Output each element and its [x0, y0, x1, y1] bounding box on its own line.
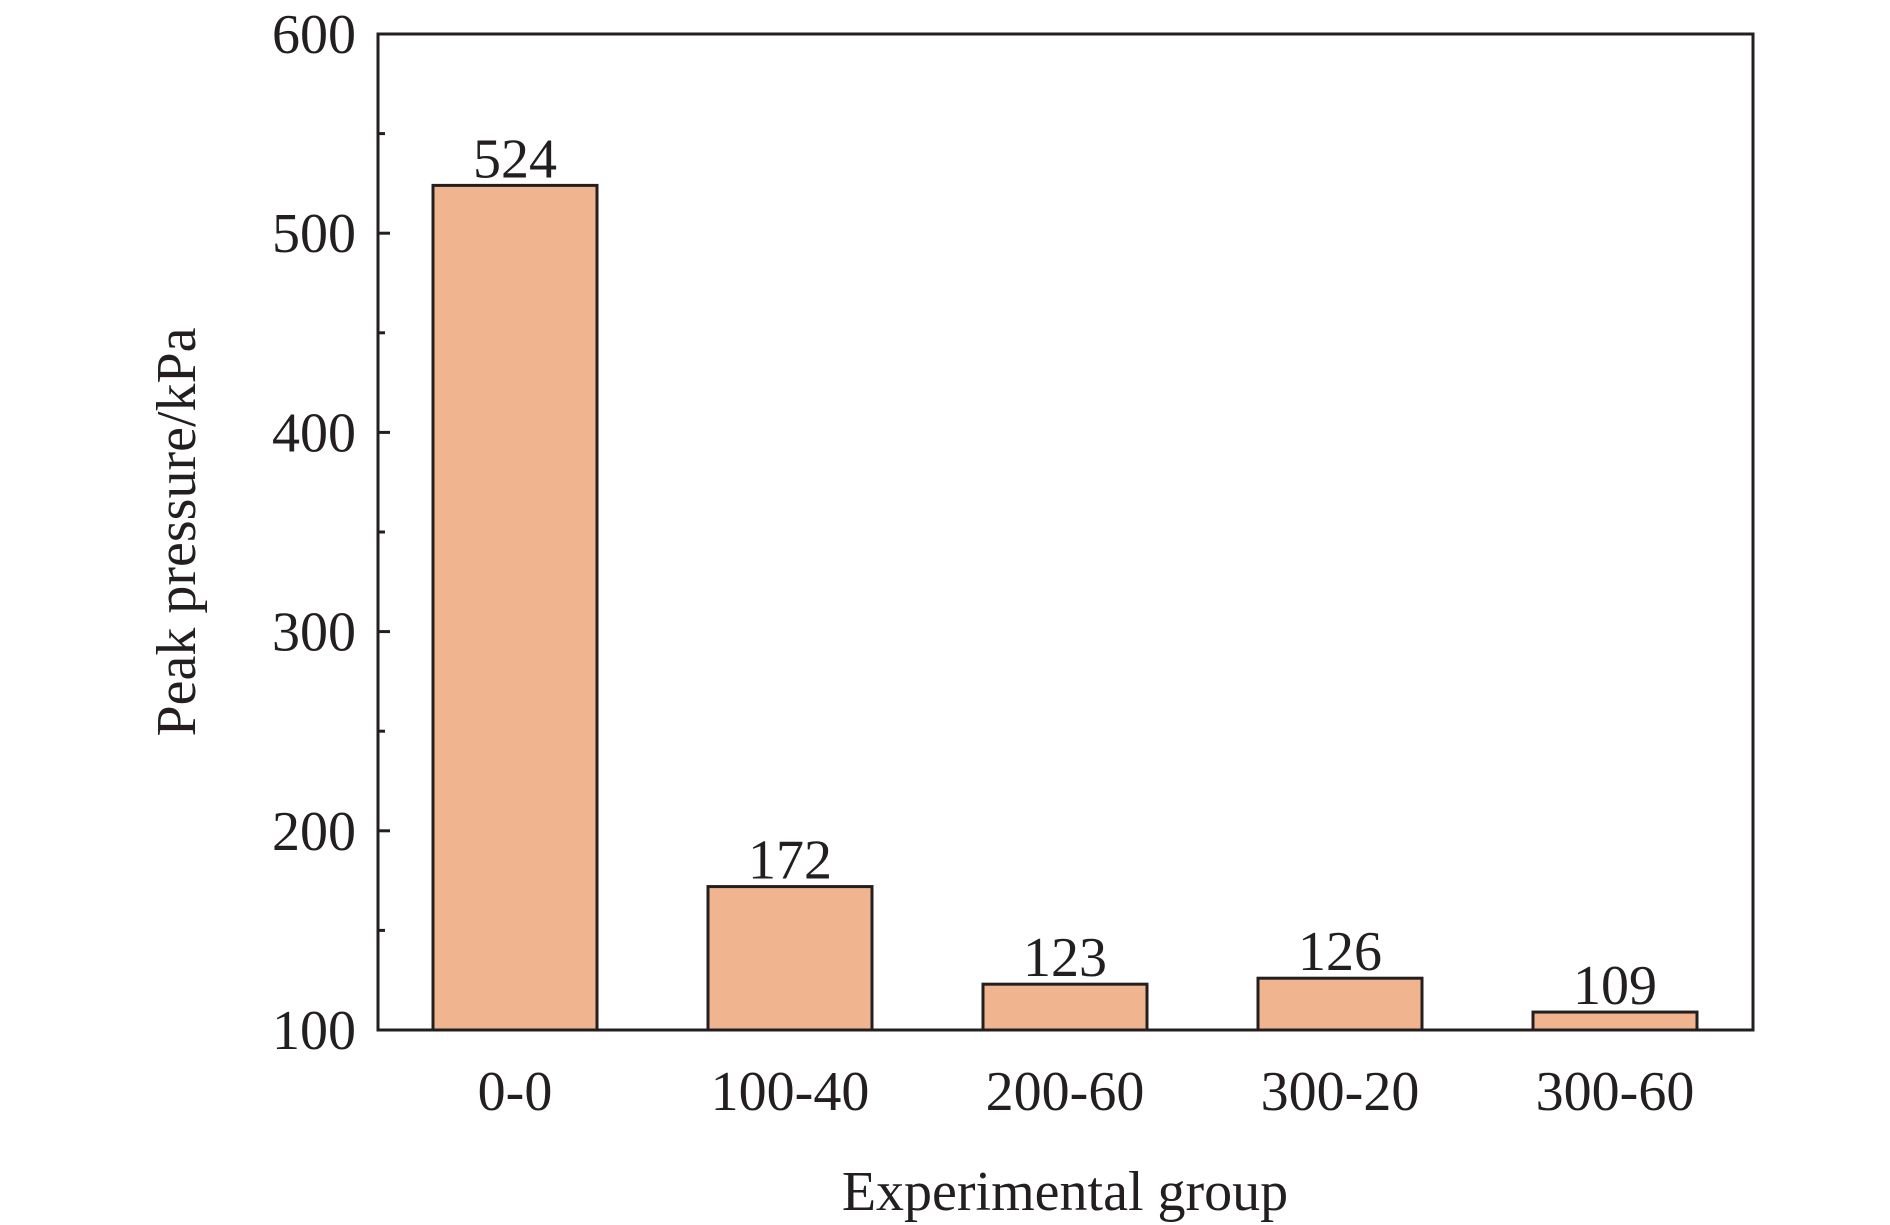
marks-layer — [431, 183, 1699, 1032]
labels-layer: 100 200 300 400 500 600 0-0 524 100-40 172 200-60 1… — [272, 4, 1694, 1123]
x-tick-label: 100-40 — [711, 1061, 870, 1123]
data-label: 172 — [748, 830, 832, 892]
y-axis-title: Peak pressure/kPa — [146, 327, 208, 736]
x-tick-label: 0-0 — [478, 1061, 553, 1123]
data-label: 109 — [1573, 955, 1657, 1017]
ticks-layer — [378, 32, 390, 1032]
bar-200-60 — [981, 982, 1149, 1032]
y-tick-label: 100 — [272, 1000, 356, 1062]
y-tick-label: 600 — [272, 4, 356, 66]
data-label: 524 — [473, 128, 557, 190]
y-tick-label: 400 — [272, 402, 356, 464]
y-tick-label: 300 — [272, 602, 356, 664]
data-label: 126 — [1298, 921, 1382, 983]
x-tick-label: 200-60 — [986, 1061, 1145, 1123]
bar-300-20 — [1256, 976, 1424, 1032]
y-tick-label: 200 — [272, 801, 356, 863]
y-tick-label: 500 — [272, 203, 356, 265]
bar-100-40 — [706, 885, 874, 1032]
x-tick-label: 300-20 — [1261, 1061, 1420, 1123]
bar-0-0 — [431, 183, 599, 1032]
data-label: 123 — [1023, 927, 1107, 989]
x-axis-title: Experimental group — [842, 1161, 1288, 1223]
x-tick-label: 300-60 — [1536, 1061, 1695, 1123]
